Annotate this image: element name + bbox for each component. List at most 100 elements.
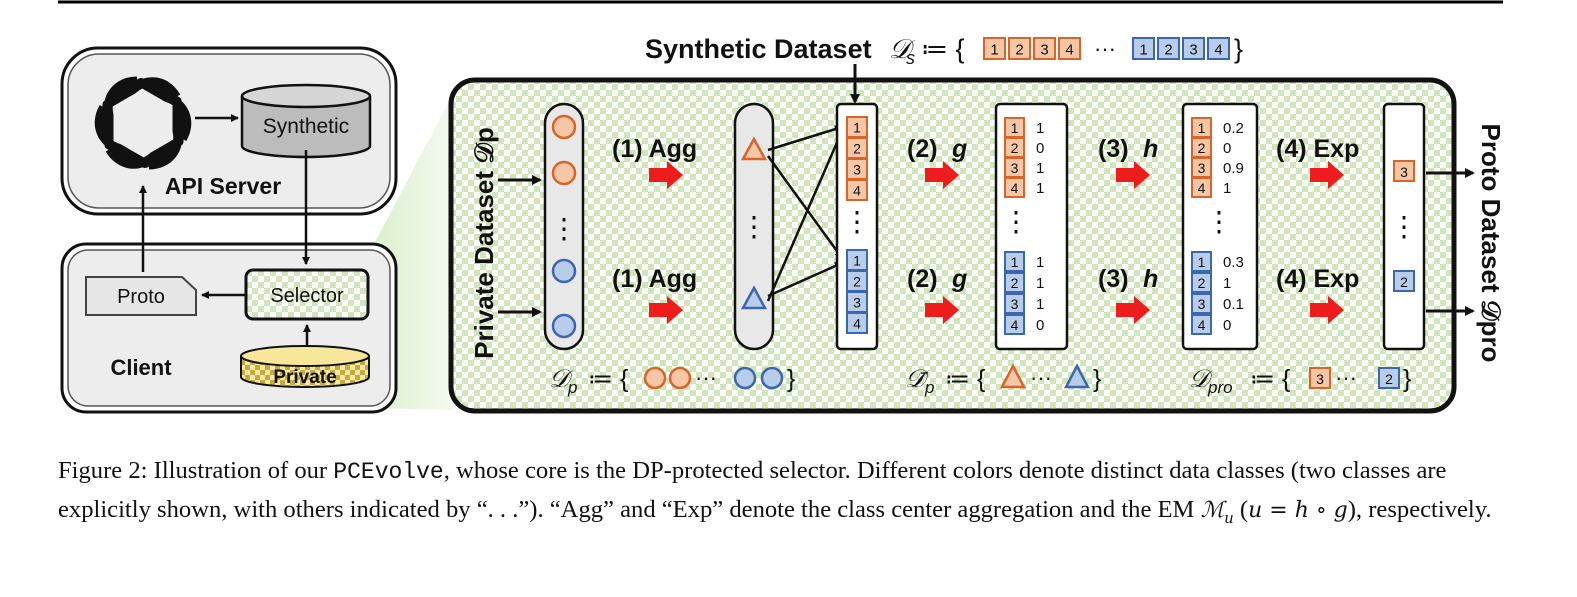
synthetic-blue-sample-id: 2 xyxy=(853,274,861,290)
orange-circle xyxy=(668,366,692,390)
set-dpro-ellipsis: ··· xyxy=(1335,365,1357,390)
synthetic-samples-column: 1 2 3 4 ⋮ 1 2 3 4 xyxy=(835,102,879,351)
g-score-orange-value: 1 xyxy=(1036,120,1044,137)
step-agg-label-1: (1) Agg xyxy=(612,135,697,163)
red-step-arrow xyxy=(649,161,683,189)
orange-circle xyxy=(551,114,577,140)
h-score-orange-sample-id: 1 xyxy=(1198,120,1206,136)
red-step-arrow xyxy=(925,161,959,189)
synthetic-orange-sample-id: 2 xyxy=(853,141,861,157)
g-score-blue-sample-id: 3 xyxy=(1011,296,1019,312)
private-label: Private xyxy=(273,367,336,388)
step-h-sym: h xyxy=(1143,135,1158,163)
red-step-arrow xyxy=(649,296,683,324)
h-score-blue-sample-id: 4 xyxy=(1198,317,1206,333)
set-dpro-assign: ≔ { xyxy=(1250,365,1290,393)
set-dpro-blue-id: 2 xyxy=(1385,371,1393,387)
step-h-num: (3) xyxy=(1098,265,1129,293)
synthetic-dataset-assign: ≔ { xyxy=(921,34,965,64)
red-step-arrow xyxy=(1116,296,1150,324)
top-blue-sample-id: 3 xyxy=(1189,41,1197,58)
pcevolve-diagram: Synthetic API Server Proto Selector Priv… xyxy=(58,0,1506,414)
set-dp-assign: ≔ { xyxy=(588,365,628,393)
g-score-blue-sample-id: 1 xyxy=(1011,254,1019,270)
step-h-num: (3) xyxy=(1098,135,1129,163)
synthetic-dataset-sub: s xyxy=(906,48,915,68)
vertical-dots: ⋮ xyxy=(1390,211,1418,242)
synthetic-orange-sample-id: 1 xyxy=(853,120,861,136)
set-dp: 𝒟 p ≔ { ··· } xyxy=(549,365,795,397)
set-dpro-sub: pro xyxy=(1207,378,1233,397)
blue-triangle xyxy=(740,285,768,310)
caption-math-sub: u xyxy=(1224,508,1234,527)
vertical-dots: ⋮ xyxy=(550,213,578,244)
orange-circle xyxy=(551,160,577,186)
synthetic-orange-sample xyxy=(846,179,868,201)
vertical-dots: ⋮ xyxy=(843,206,871,237)
blue-circle xyxy=(551,258,577,284)
top-blue-sample-id: 1 xyxy=(1139,41,1147,58)
g-score-orange-sample xyxy=(1004,177,1025,198)
g-scores-column: 1 1 1 1 2 0 2 1 3 1 3 1 4 1 4 0 ⋮ xyxy=(994,102,1069,351)
top-blue-sample xyxy=(1207,37,1230,60)
red-step-arrow xyxy=(1116,161,1150,189)
h-score-blue-value: 0 xyxy=(1223,317,1231,334)
red-step-arrows xyxy=(649,161,1344,324)
set-dpbar-sub: p xyxy=(924,378,934,397)
vertical-dots: ⋮ xyxy=(740,211,768,242)
step-h-label-1: (3) h xyxy=(1098,135,1158,163)
top-ellipsis: ··· xyxy=(1094,36,1116,61)
vertical-dots: ⋮ xyxy=(1205,206,1233,237)
proto-blue-sample xyxy=(1393,270,1415,292)
h-score-blue-sample xyxy=(1191,314,1212,335)
h-score-blue-sample-id: 3 xyxy=(1198,296,1206,312)
g-score-blue-value: 0 xyxy=(1036,317,1044,334)
synthetic-blue-sample-id: 4 xyxy=(853,316,861,332)
h-score-blue-sample xyxy=(1191,272,1212,293)
step-h-sym: h xyxy=(1143,265,1158,293)
center-to-synthetic-arrows xyxy=(766,125,844,302)
g-score-blue-value: 1 xyxy=(1036,254,1044,271)
proto-label: Proto xyxy=(117,286,165,308)
set-dp-bar: 𝒟̄ p ≔ { ··· } xyxy=(905,363,1101,397)
set-dp-close: } xyxy=(787,365,795,393)
h-score-orange-value: 0 xyxy=(1223,140,1231,157)
red-step-arrow xyxy=(1310,161,1344,189)
g-score-orange-sample-id: 2 xyxy=(1011,140,1019,156)
top-blue-sample xyxy=(1157,37,1180,60)
top-blue-sample-id: 2 xyxy=(1164,41,1172,58)
top-orange-sample xyxy=(983,37,1006,60)
h-score-orange-value: 1 xyxy=(1223,180,1231,197)
proto-blue-id: 2 xyxy=(1400,274,1408,290)
top-orange-sample xyxy=(1033,37,1056,60)
top-blue-sample xyxy=(1182,37,1205,60)
blue-circle xyxy=(760,366,784,390)
top-orange-sample-id: 2 xyxy=(1015,41,1023,58)
step-h-label-2: (3) h xyxy=(1098,265,1158,293)
red-step-arrow xyxy=(925,296,959,324)
synthetic-orange-sample-id: 3 xyxy=(853,162,861,178)
synthetic-blue-sample-id: 3 xyxy=(853,295,861,311)
g-score-orange-sample-id: 3 xyxy=(1011,160,1019,176)
synthetic-orange-sample-id: 4 xyxy=(853,183,861,199)
red-step-arrow xyxy=(1310,296,1344,324)
openai-logo-icon xyxy=(89,72,197,174)
caption-math-2: u = h ∘ g xyxy=(1248,498,1348,523)
h-scores-column: 1 0.2 1 0.3 2 0 2 1 3 0.9 3 0.1 4 1 4 0 ⋮ xyxy=(1181,102,1259,351)
h-score-orange-sample xyxy=(1191,177,1212,198)
proto-column: 3 ⋮ 2 xyxy=(1382,102,1426,351)
api-server-label: API Server xyxy=(165,173,281,199)
g-score-blue-sample xyxy=(1004,272,1025,293)
h-score-blue-sample xyxy=(1191,251,1212,272)
caption-part-4: ), respectively. xyxy=(1347,496,1492,523)
set-dpbar-assign: ≔ { xyxy=(945,365,985,393)
api-server-panel: Synthetic API Server xyxy=(60,46,398,216)
set-dpro-close: } xyxy=(1403,365,1411,393)
set-dpro-orange-sample xyxy=(1309,367,1331,389)
g-score-blue-sample xyxy=(1004,293,1025,314)
g-score-orange-value: 1 xyxy=(1036,160,1044,177)
private-dataset-label: Private Dataset 𝒟p xyxy=(469,127,499,359)
h-score-blue-sample-id: 1 xyxy=(1198,254,1206,270)
g-score-blue-value: 1 xyxy=(1036,275,1044,292)
g-score-blue-sample xyxy=(1004,314,1025,335)
